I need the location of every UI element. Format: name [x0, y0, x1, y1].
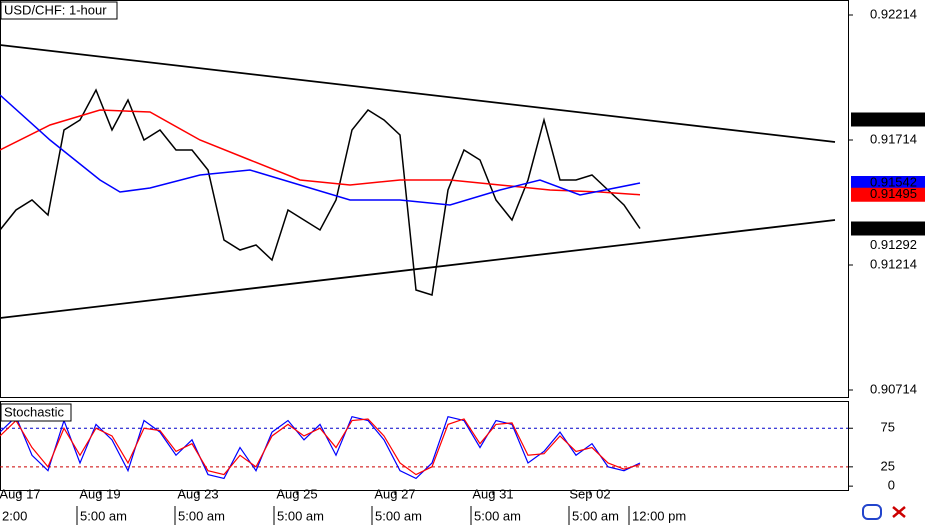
y-tick-label: 0.91214 — [870, 256, 917, 271]
title-box — [0, 403, 72, 422]
x-tick-label: Aug 19 — [79, 486, 120, 501]
stochastic-panel — [0, 401, 849, 491]
y-tick-label: 25 — [881, 458, 895, 473]
x-time-label: 5:00 am — [375, 508, 422, 523]
series-line — [0, 415, 641, 480]
series-line — [0, 418, 641, 476]
x-time-label: 5:00 am — [474, 508, 521, 523]
price-label-box — [851, 176, 925, 190]
price-label-box — [851, 221, 925, 236]
price-label: 0.91796 — [870, 111, 917, 126]
series-line — [0, 94, 641, 206]
y-tick-label: 0.91714 — [870, 131, 917, 146]
y-tick-label: 0 — [888, 478, 895, 493]
price-panel — [0, 0, 849, 398]
x-time-label: 12:00 pm — [632, 508, 686, 523]
x-tick-label: Sep 02 — [569, 486, 610, 501]
y-tick-label: 0.92214 — [870, 6, 917, 21]
series-line — [0, 219, 836, 319]
y-tick-label: 75 — [881, 420, 895, 435]
series-line — [0, 109, 641, 196]
price-label: 0.91360 — [870, 220, 917, 235]
price-label-box — [851, 187, 925, 202]
x-tick-label: Aug 31 — [472, 486, 513, 501]
x-time-label: 5:00 am — [80, 508, 127, 523]
y-tick-label: 0.90714 — [870, 381, 917, 396]
panel-title: Stochastic — [4, 404, 64, 419]
title-box — [0, 1, 118, 20]
series-line — [0, 88, 641, 296]
link-icon[interactable] — [862, 504, 882, 520]
price-label: 0.91292 — [870, 237, 917, 252]
close-icon[interactable] — [892, 506, 906, 518]
x-tick-label: Aug 23 — [177, 486, 218, 501]
price-label-box — [851, 112, 925, 127]
x-tick-label: Aug 17 — [0, 486, 41, 501]
x-tick-label: Aug 27 — [374, 486, 415, 501]
series-line — [0, 44, 836, 143]
x-time-label: 5:00 am — [178, 508, 225, 523]
x-tick-label: Aug 25 — [276, 486, 317, 501]
x-time-label: 2:00 — [2, 508, 27, 523]
panel-title: USD/CHF: 1-hour — [4, 2, 107, 17]
price-label: 0.91495 — [870, 186, 917, 201]
x-time-label: 5:00 am — [277, 508, 324, 523]
price-label: 0.91542 — [870, 174, 917, 189]
x-time-label: 5:00 am — [572, 508, 619, 523]
